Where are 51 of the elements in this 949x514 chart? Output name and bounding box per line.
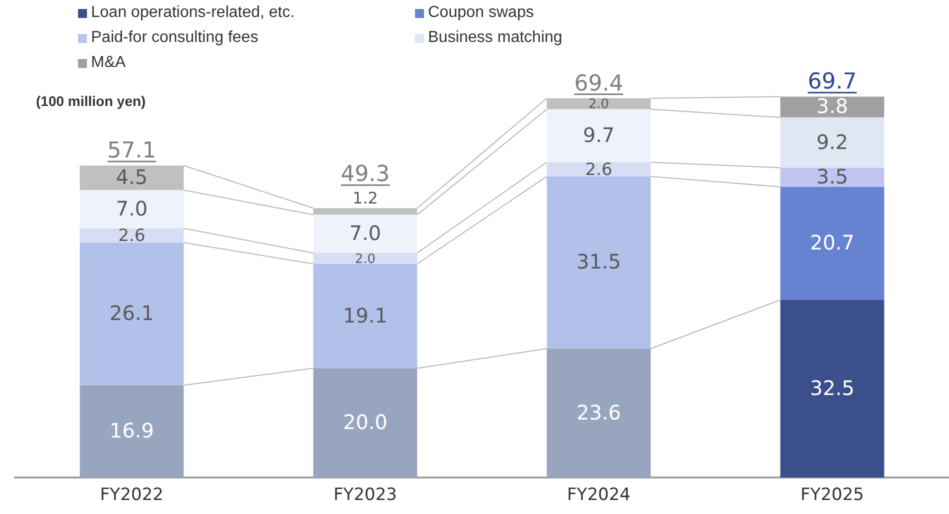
total-label: 69.7 bbox=[808, 70, 857, 95]
x-tick-label: FY2022 bbox=[100, 485, 164, 506]
data-label: 9.7 bbox=[582, 122, 615, 147]
data-label: 16.9 bbox=[109, 418, 154, 443]
total-label: 57.1 bbox=[107, 138, 156, 164]
bar bbox=[80, 190, 184, 228]
data-label: 20.0 bbox=[342, 410, 388, 434]
legend-label: Business matching bbox=[428, 29, 562, 47]
bar bbox=[780, 96, 884, 118]
data-label: 23.6 bbox=[576, 400, 622, 424]
x-tick-label: FY2023 bbox=[334, 485, 397, 506]
legend-label: Loan operations-related, etc. bbox=[91, 4, 295, 22]
bar bbox=[80, 385, 184, 478]
bar bbox=[780, 117, 884, 168]
bar bbox=[313, 214, 418, 253]
data-label: 7.0 bbox=[116, 196, 148, 220]
data-label: 2.6 bbox=[118, 226, 146, 246]
data-label: 4.5 bbox=[116, 165, 148, 190]
data-label: 26.1 bbox=[109, 301, 154, 326]
data-label: 2.0 bbox=[354, 252, 376, 267]
data-label: 32.5 bbox=[810, 376, 855, 400]
bar bbox=[546, 348, 651, 478]
x-tick-label: FY2024 bbox=[567, 485, 630, 506]
legend-label: Paid-for consulting fees bbox=[91, 29, 258, 47]
bar bbox=[546, 176, 651, 349]
x-tick-label: FY2025 bbox=[800, 485, 864, 506]
data-label: 2.0 bbox=[588, 97, 610, 112]
bar bbox=[80, 228, 184, 243]
bar bbox=[780, 168, 884, 187]
data-label: 1.2 bbox=[352, 188, 378, 208]
bar bbox=[313, 264, 418, 368]
bar bbox=[780, 186, 884, 300]
total-label: 69.4 bbox=[574, 71, 624, 96]
bar bbox=[546, 109, 651, 162]
bar bbox=[80, 242, 184, 386]
data-label: 19.1 bbox=[342, 303, 388, 328]
bar bbox=[313, 252, 418, 264]
y-axis-title: (100 million yen) bbox=[36, 93, 146, 109]
data-label: 31.5 bbox=[576, 250, 622, 274]
total-label: 49.3 bbox=[340, 162, 390, 188]
data-label: 7.0 bbox=[349, 221, 382, 246]
data-label: 3.8 bbox=[816, 94, 848, 118]
data-label: 2.6 bbox=[585, 160, 612, 180]
bar bbox=[313, 368, 418, 478]
bar bbox=[546, 162, 651, 176]
legend-label: Coupon swaps bbox=[428, 4, 534, 22]
bar bbox=[780, 300, 884, 478]
data-label: 9.2 bbox=[816, 130, 848, 154]
legend-label: M&A bbox=[91, 54, 126, 72]
data-label: 3.5 bbox=[816, 164, 848, 188]
data-label: 20.7 bbox=[810, 230, 855, 255]
